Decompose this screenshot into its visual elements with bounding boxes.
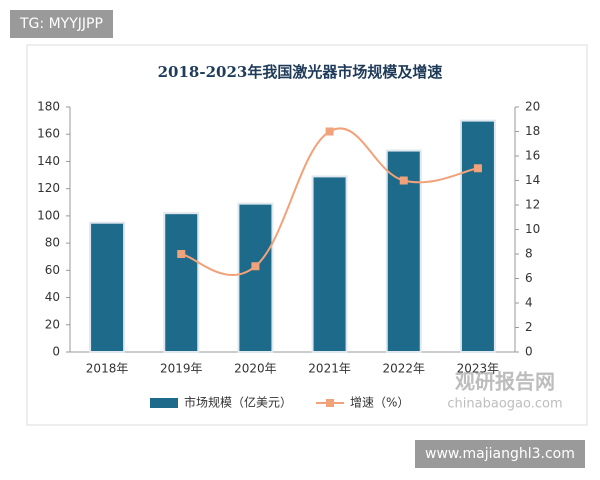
y-tick-label: 160 [37, 127, 60, 141]
y2-tick-label: 16 [525, 149, 540, 163]
y2-tick-label: 4 [525, 296, 533, 310]
y2-tick-label: 2 [525, 320, 533, 334]
y-tick-label: 180 [37, 100, 60, 114]
y2-tick-label: 10 [525, 222, 540, 236]
x-tick-label: 2018年 [86, 362, 129, 376]
chart-frame [26, 44, 588, 426]
y2-tick-label: 20 [525, 100, 540, 114]
marker [251, 262, 260, 271]
legend-swatch [150, 398, 178, 408]
legend-swatch [326, 399, 335, 407]
y-tick-label: 140 [37, 154, 60, 168]
y2-tick-label: 12 [525, 198, 540, 212]
y-tick-label: 60 [45, 263, 60, 277]
y2-tick-label: 8 [525, 247, 533, 261]
logo: 观研报告网 [455, 370, 555, 394]
bar [237, 202, 274, 353]
y-tick-label: 0 [52, 345, 60, 359]
x-tick-label: 2021年 [308, 362, 351, 376]
x-tick-label: 2023年 [457, 362, 500, 376]
legend-label: 市场规模（亿美元） [184, 395, 292, 410]
bar [163, 212, 200, 353]
y2-tick-label: 18 [525, 124, 540, 138]
y2-tick-label: 0 [525, 345, 533, 359]
bar [89, 221, 126, 353]
legend-label: 增速（%） [350, 396, 409, 410]
x-tick-label: 2019年 [160, 362, 203, 376]
watermark: www.majianghl3.com [415, 440, 585, 468]
x-tick-label: 2022年 [382, 362, 425, 376]
line [180, 127, 479, 276]
y-tick-label: 20 [45, 317, 60, 331]
y2-tick-label: 14 [525, 173, 540, 187]
bar [385, 149, 422, 353]
marker [399, 176, 408, 185]
x-tick-label: 2020年 [234, 362, 277, 376]
y-tick-label: 120 [37, 181, 60, 195]
y2-tick-label: 6 [525, 271, 533, 285]
marker [473, 164, 482, 173]
logo-url: chinabaogao.com [447, 397, 562, 412]
marker [325, 127, 334, 136]
bar [459, 119, 496, 353]
y-tick-label: 40 [45, 290, 60, 304]
bar [311, 175, 348, 353]
chart-title: 2018-2023年我国激光器市场规模及增速 [158, 63, 443, 81]
y-tick-label: 80 [45, 236, 60, 250]
y-tick-label: 100 [37, 208, 60, 222]
watermark: TG: MYYJJPP [10, 10, 113, 38]
marker [177, 250, 186, 258]
